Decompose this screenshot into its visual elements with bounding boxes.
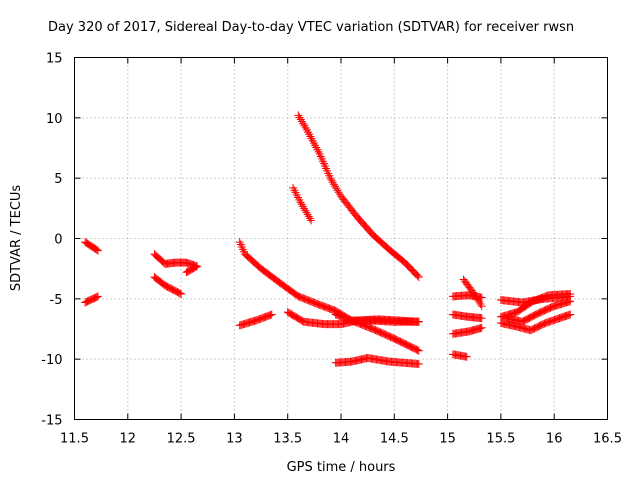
data-point	[177, 290, 186, 299]
data-point	[413, 271, 422, 280]
series-s18	[496, 290, 575, 321]
x-tick-label: 16.5	[593, 432, 622, 447]
y-tick-label: 5	[54, 172, 62, 187]
data-point	[302, 208, 311, 217]
data-point	[476, 300, 485, 309]
data-point	[326, 174, 335, 183]
data-point	[301, 206, 310, 215]
data-point	[93, 246, 102, 255]
data-point	[304, 212, 313, 221]
x-tick-label: 14.5	[380, 432, 409, 447]
chart-title: Day 320 of 2017, Sidereal Day-to-day VTE…	[48, 20, 574, 35]
data-point	[175, 289, 184, 298]
y-tick-label: -5	[50, 293, 63, 308]
data-point	[300, 121, 309, 130]
data-point	[334, 188, 343, 197]
data-point	[475, 298, 484, 307]
data-point	[183, 267, 192, 276]
series-s10	[331, 310, 423, 326]
data-point	[566, 290, 575, 299]
data-point	[298, 202, 307, 211]
data-point	[294, 111, 303, 120]
data-point	[470, 290, 479, 299]
data-point	[296, 198, 305, 207]
x-tick-label: 13	[226, 432, 243, 447]
series-s19	[496, 310, 575, 335]
y-axis-label: SDTVAR / TECUs	[9, 185, 24, 292]
x-tick-label: 11.5	[60, 432, 89, 447]
data-point	[298, 117, 307, 126]
data-point	[328, 178, 337, 187]
data-point	[462, 352, 471, 361]
x-axis-label: GPS time / hours	[287, 460, 396, 475]
tick-labels: 11.5 12 12.5 13 13.5 14 14.5 15 15.5 16 16.5 15 10 5 0…	[41, 52, 622, 447]
series-s1	[81, 238, 102, 255]
data-point	[566, 297, 575, 306]
data-point	[414, 273, 423, 282]
data-point	[566, 310, 575, 319]
data-point	[305, 214, 314, 223]
data-point	[473, 296, 482, 305]
x-tick-label: 13.5	[273, 432, 302, 447]
series-s4	[150, 273, 186, 299]
series-s13	[448, 310, 486, 323]
data-point	[93, 292, 102, 301]
data-point	[477, 302, 486, 311]
data-point	[92, 292, 101, 301]
data-point	[92, 245, 101, 254]
series-s6	[235, 310, 276, 330]
x-tick-label: 12	[120, 432, 137, 447]
data-point	[472, 294, 481, 303]
series-s16	[459, 275, 486, 311]
data-point	[333, 186, 342, 195]
data-point	[267, 310, 276, 319]
data-point	[303, 210, 312, 219]
axis-ticks	[74, 57, 608, 420]
data-point	[331, 182, 340, 191]
x-tick-label: 15.5	[486, 432, 515, 447]
series-s8	[289, 183, 316, 225]
data-point	[307, 216, 316, 225]
series-s2	[81, 292, 102, 307]
data-point	[299, 119, 308, 128]
x-tick-label: 15	[439, 432, 456, 447]
y-tick-label: -10	[41, 353, 62, 368]
data-point	[471, 292, 480, 301]
series-s20	[502, 297, 575, 326]
data-point	[327, 176, 336, 185]
y-tick-label: 0	[54, 233, 62, 248]
series-s14	[448, 323, 486, 338]
data-point	[295, 113, 304, 122]
y-tick-label: -15	[41, 414, 62, 429]
series-s3	[150, 250, 202, 277]
data-point	[329, 180, 338, 189]
data-point	[414, 346, 423, 355]
data-point	[182, 268, 191, 277]
x-tick-label: 12.5	[167, 432, 196, 447]
data-point	[301, 123, 310, 132]
data-point	[300, 204, 309, 213]
y-tick-label: 10	[46, 112, 63, 127]
data-point	[414, 317, 423, 326]
data-point	[413, 346, 422, 355]
y-tick-label: 15	[46, 52, 63, 67]
series-s9	[294, 111, 423, 282]
data-point	[296, 115, 305, 124]
data-point	[477, 314, 486, 323]
data-point	[477, 323, 486, 332]
data-point	[297, 200, 306, 209]
series-s15	[448, 350, 471, 361]
data-point	[414, 359, 423, 368]
x-tick-label: 14	[333, 432, 350, 447]
data-points	[81, 111, 575, 368]
series-s11	[331, 353, 423, 368]
data-point	[332, 184, 341, 193]
x-tick-label: 16	[546, 432, 563, 447]
